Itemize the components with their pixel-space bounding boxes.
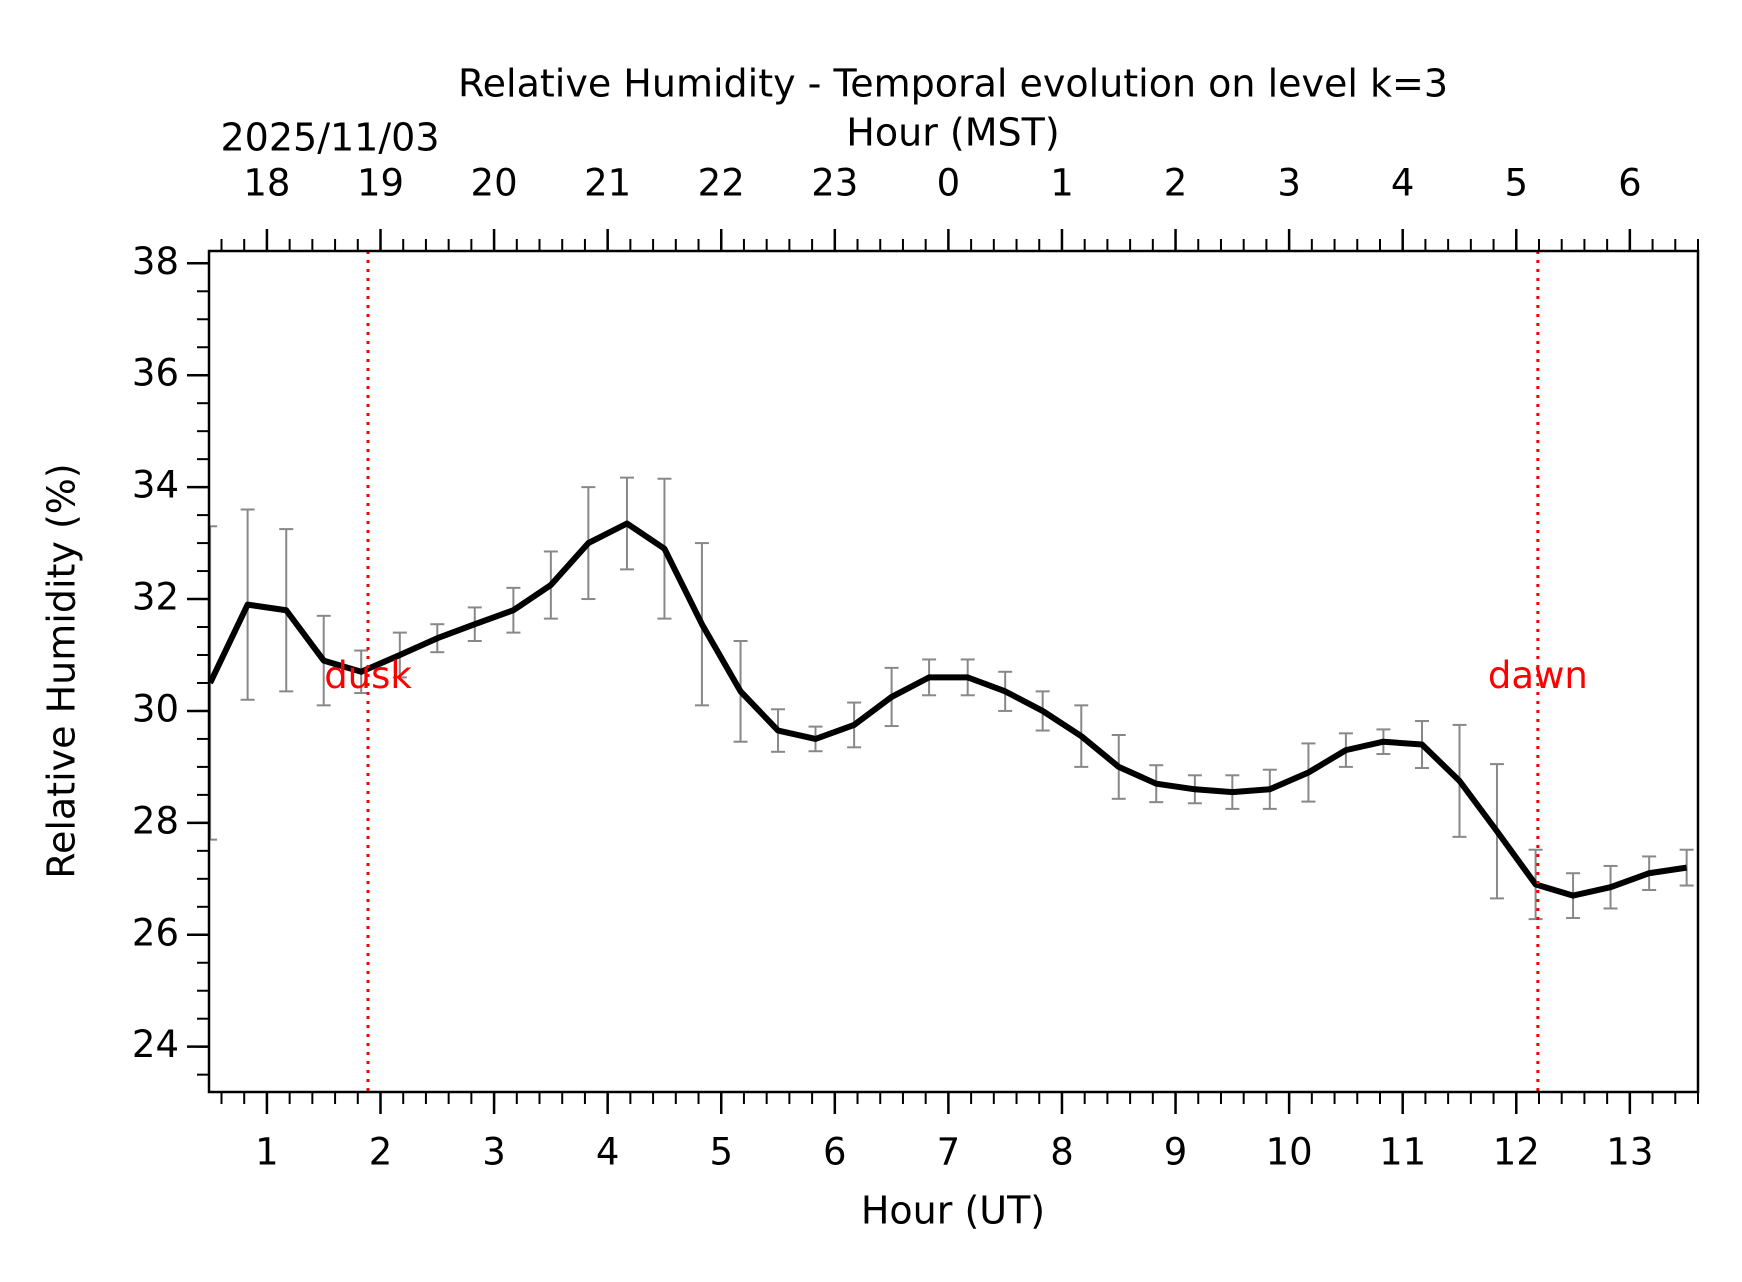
x-tick-label: 8: [1050, 1131, 1074, 1174]
x2-axis-label: Hour (MST): [846, 111, 1059, 155]
y-tick-label: 26: [132, 911, 179, 954]
x-tick-label: 6: [823, 1131, 847, 1174]
y-axis-label: Relative Humidity (%): [40, 463, 84, 878]
x-tick-label: 13: [1606, 1131, 1653, 1174]
y-tick-label: 30: [132, 687, 179, 730]
x2-tick-label: 3: [1277, 162, 1301, 205]
plot-frame: [207, 249, 1700, 1094]
x2-tick-label: 1: [1050, 162, 1074, 205]
event-label: dawn: [1488, 654, 1588, 697]
x-tick-label: 4: [596, 1131, 620, 1174]
y-tick-label: 38: [132, 240, 179, 283]
x2-tick-label: 18: [243, 162, 290, 205]
x-tick-label: 11: [1379, 1131, 1426, 1174]
x2-tick-label: 0: [937, 162, 961, 205]
x2-tick-label: 6: [1618, 162, 1642, 205]
data-line: [209, 520, 1688, 899]
x-tick-label: 10: [1266, 1131, 1313, 1174]
y-tick-label: 36: [132, 352, 179, 395]
x-tick-label: 9: [1164, 1131, 1188, 1174]
x2-tick-label: 19: [357, 162, 404, 205]
x2-tick-label: 4: [1391, 162, 1415, 205]
chart-title: Relative Humidity - Temporal evolution o…: [458, 62, 1448, 106]
x2-tick-label: 22: [698, 162, 745, 205]
y-tick-label: 34: [132, 464, 179, 507]
x-tick-label: 3: [482, 1131, 506, 1174]
x2-tick-label: 2: [1164, 162, 1188, 205]
x2-tick-label: 23: [811, 162, 858, 205]
y-tick-label: 24: [132, 1023, 179, 1066]
plot-area: [209, 476, 1694, 921]
x2-tick-label: 20: [471, 162, 518, 205]
x-tick-label: 5: [709, 1131, 733, 1174]
x-axis-label: Hour (UT): [861, 1189, 1045, 1233]
x-tick-label: 2: [369, 1131, 393, 1174]
event-label: dusk: [324, 654, 412, 697]
date-label: 2025/11/03: [220, 116, 439, 160]
x-tick-label: 1: [255, 1131, 279, 1174]
x-tick-label: 7: [937, 1131, 961, 1174]
x-tick-label: 12: [1493, 1131, 1540, 1174]
x2-tick-label: 5: [1505, 162, 1529, 205]
x2-tick-label: 21: [584, 162, 631, 205]
y-tick-label: 28: [132, 799, 179, 842]
y-tick-label: 32: [132, 576, 179, 619]
